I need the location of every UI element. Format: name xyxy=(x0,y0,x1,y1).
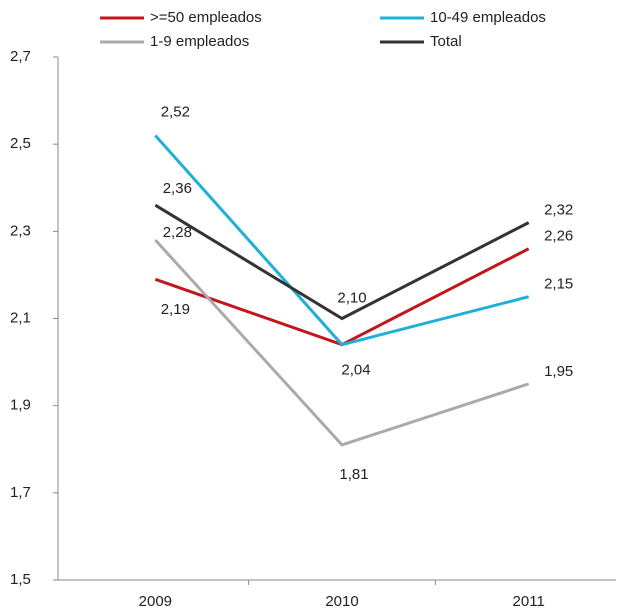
y-tick-label: 1,7 xyxy=(10,484,31,501)
legend-label: 10-49 empleados xyxy=(430,9,546,26)
x-tick-label: 2009 xyxy=(139,593,172,610)
data-label: 2,36 xyxy=(163,180,192,197)
y-tick-label: 2,3 xyxy=(10,222,31,239)
data-label: 2,32 xyxy=(544,202,573,219)
y-tick-label: 1,5 xyxy=(10,571,31,588)
y-tick-label: 2,5 xyxy=(10,135,31,152)
x-tick-label: 2011 xyxy=(513,593,545,610)
series-line xyxy=(154,134,530,347)
y-tick-label: 2,7 xyxy=(10,48,31,65)
legend-label: Total xyxy=(430,33,462,50)
y-tick-label: 2,1 xyxy=(10,309,31,326)
data-label: 2,10 xyxy=(337,289,366,306)
x-tick-label: 2010 xyxy=(325,593,358,610)
data-label: 1,95 xyxy=(544,363,573,380)
data-label: 2,19 xyxy=(161,301,190,318)
y-tick-label: 1,9 xyxy=(10,397,31,414)
data-label: 2,04 xyxy=(341,362,370,379)
data-label: 2,28 xyxy=(163,224,192,241)
data-label: 2,26 xyxy=(544,228,573,245)
data-label: 1,81 xyxy=(339,466,368,483)
series-line xyxy=(154,239,530,447)
legend-label: 1-9 empleados xyxy=(150,33,249,50)
data-label: 2,52 xyxy=(161,103,190,120)
series-line xyxy=(154,203,530,321)
data-label: 2,15 xyxy=(544,276,573,293)
legend-label: >=50 empleados xyxy=(150,9,262,26)
